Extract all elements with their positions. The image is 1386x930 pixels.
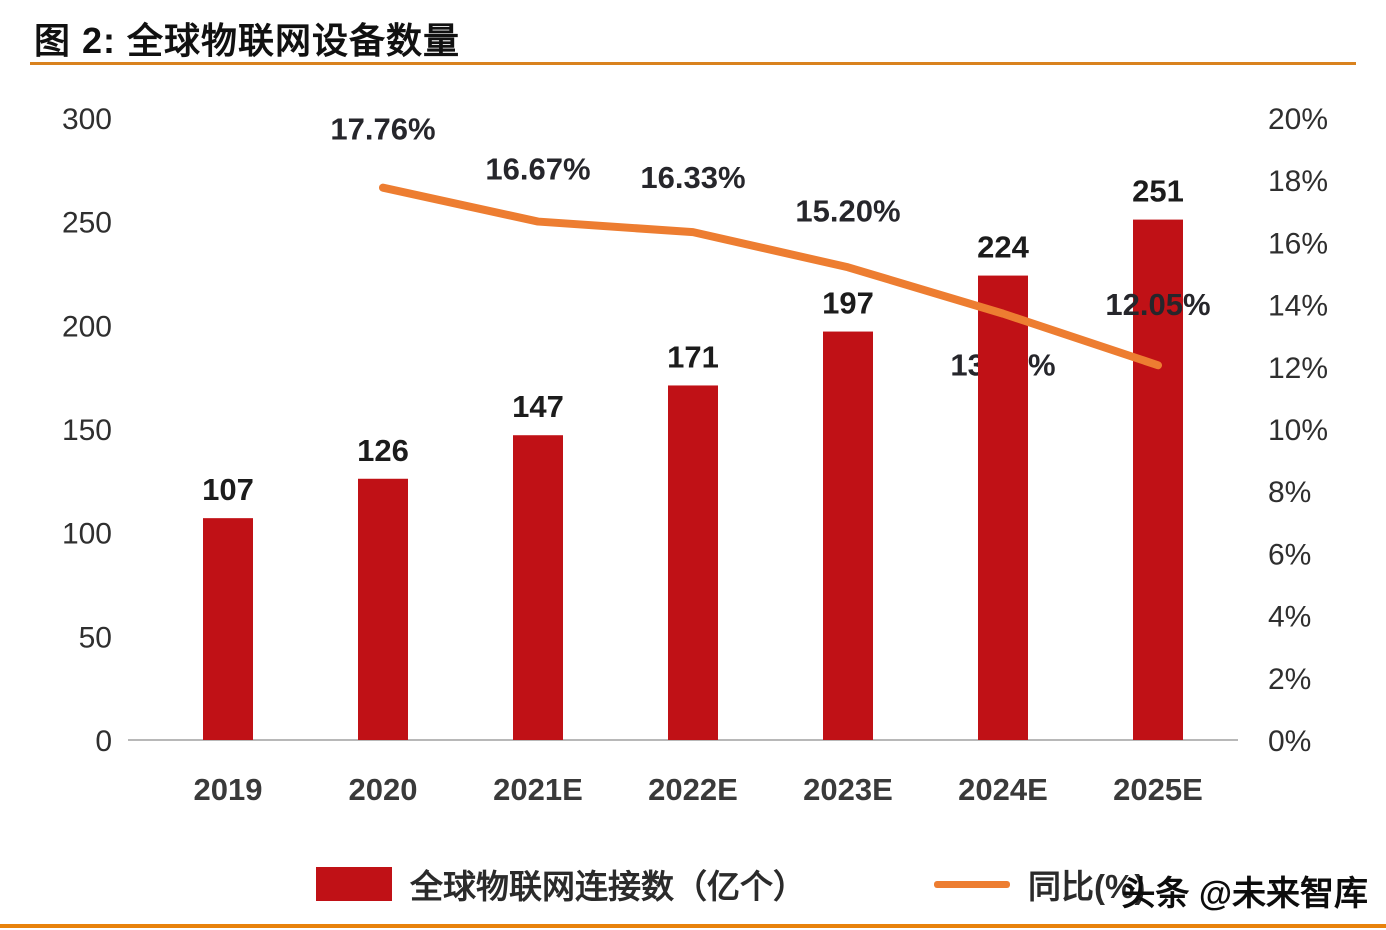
left-axis-tick: 50: [79, 621, 112, 654]
right-axis-tick: 2%: [1268, 663, 1311, 696]
left-axis-tick: 100: [62, 518, 112, 551]
legend-line-label: 同比(%): [1028, 868, 1146, 905]
bar: [358, 478, 408, 740]
x-axis-category: 2023E: [803, 772, 893, 807]
bottom-divider: [0, 924, 1386, 928]
bar-value-label: 224: [977, 230, 1029, 265]
left-axis-tick: 300: [62, 103, 112, 136]
x-axis-category: 2025E: [1113, 772, 1203, 807]
right-axis-tick: 10%: [1268, 414, 1328, 447]
x-axis-category: 2024E: [958, 772, 1048, 807]
legend-bar-swatch: [316, 867, 392, 901]
line-point-label: 15.20%: [795, 193, 900, 228]
page-title: 图 2: 全球物联网设备数量: [34, 20, 461, 61]
bar: [203, 518, 253, 740]
x-axis-category: 2020: [349, 772, 418, 807]
legend-line-swatch: [934, 880, 1010, 888]
right-axis-tick: 12%: [1268, 352, 1328, 385]
bar-value-label: 197: [822, 286, 874, 321]
x-axis-category: 2022E: [648, 772, 738, 807]
bar-value-label: 126: [357, 433, 409, 468]
left-axis-tick: 200: [62, 310, 112, 343]
bar: [513, 435, 563, 740]
right-axis-tick: 6%: [1268, 538, 1311, 571]
right-axis-tick: 18%: [1268, 165, 1328, 198]
left-axis-tick: 250: [62, 207, 112, 240]
left-axis-tick: 0: [95, 725, 112, 758]
yoy-line: [379, 183, 1162, 370]
bar: [978, 275, 1028, 740]
line-point-label: 16.67%: [485, 152, 590, 187]
bar-value-label: 251: [1132, 174, 1184, 209]
right-axis-tick: 8%: [1268, 476, 1311, 509]
left-axis-tick: 150: [62, 414, 112, 447]
right-axis-tick: 0%: [1268, 725, 1311, 758]
right-axis-tick: 4%: [1268, 601, 1311, 634]
bar-value-label: 171: [667, 339, 719, 374]
line-point-label: 12.05%: [1105, 287, 1210, 322]
right-axis-tick: 20%: [1268, 103, 1328, 136]
bar: [1133, 219, 1183, 741]
line-point-label: 17.76%: [330, 112, 435, 147]
chart-legend: 全球物联网连接数（亿个） 同比(%): [316, 862, 1145, 906]
bar: [823, 331, 873, 740]
bar-value-label: 107: [202, 472, 254, 507]
right-axis-tick: 16%: [1268, 227, 1328, 260]
title-underline: [30, 62, 1356, 65]
right-axis-tick: 14%: [1268, 290, 1328, 323]
x-axis-category: 2019: [194, 772, 263, 807]
bar-value-label: 147: [512, 389, 564, 424]
watermark: 头条 @未来智库: [1121, 875, 1368, 913]
x-axis-category: 2021E: [493, 772, 583, 807]
bar: [668, 385, 718, 740]
legend-bar-label: 全球物联网连接数（亿个）: [410, 868, 806, 905]
line-point-label: 16.33%: [640, 160, 745, 195]
